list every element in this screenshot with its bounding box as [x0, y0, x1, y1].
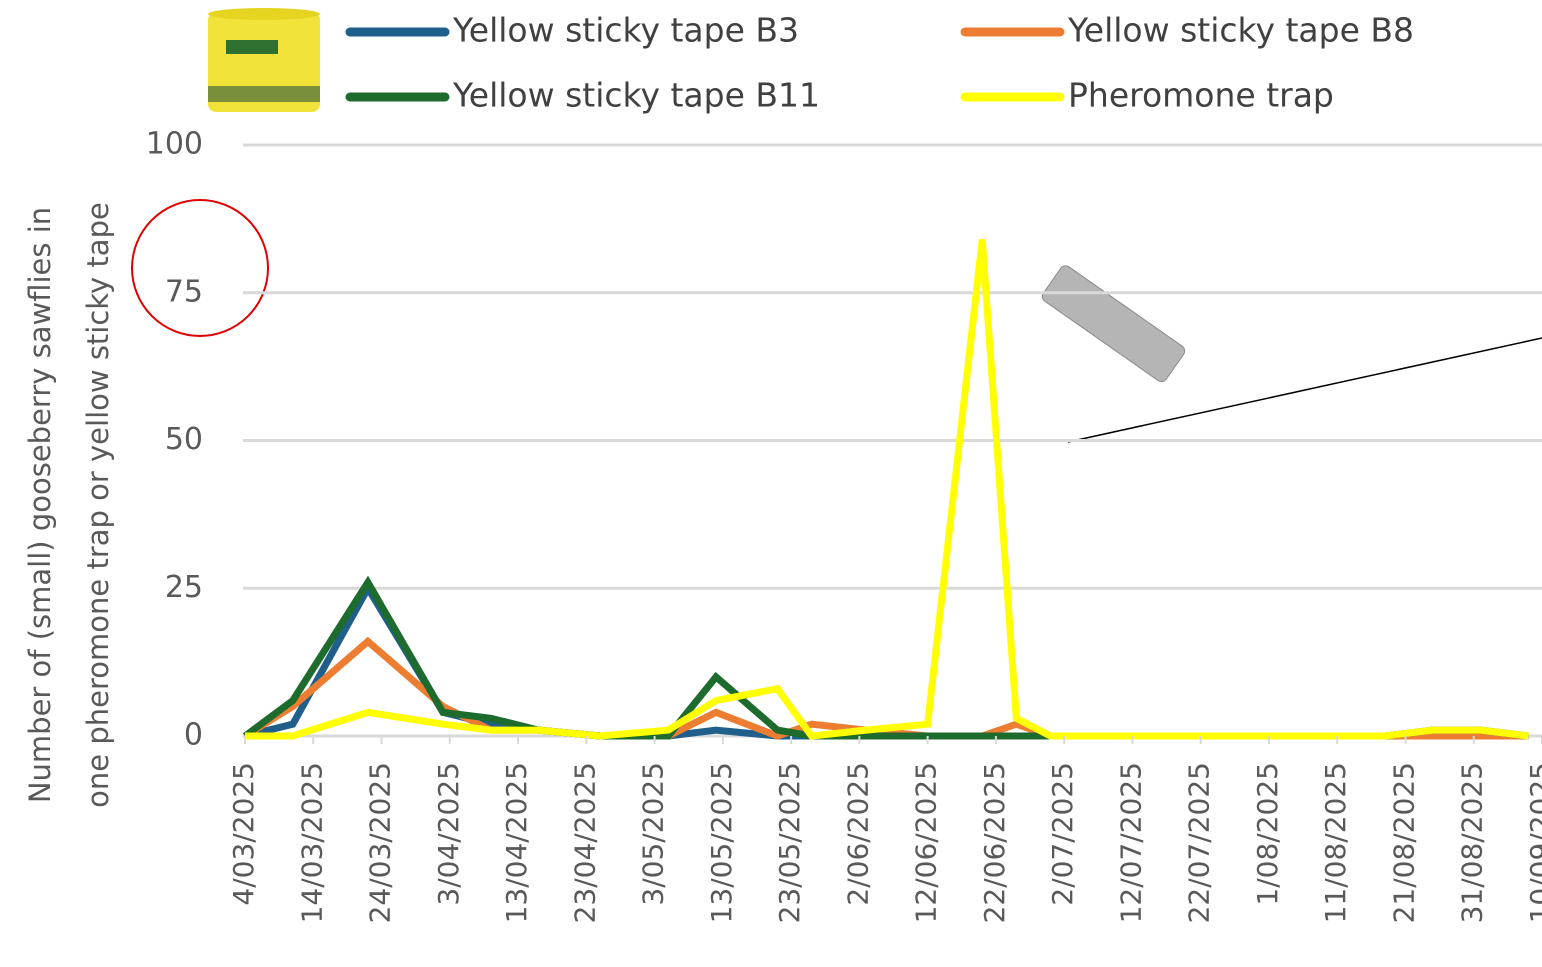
legend-label: Yellow sticky tape B8 [1067, 11, 1414, 50]
series-line [245, 239, 1529, 740]
x-tick-label: 13/05/2025 [705, 762, 738, 923]
rollertrap-photo [208, 8, 320, 112]
x-tick-label: 31/08/2025 [1456, 762, 1489, 923]
x-tick-label: 22/07/2025 [1183, 762, 1216, 923]
x-tick-label: 3/05/2025 [637, 762, 670, 906]
x-tick-label: 3/04/2025 [432, 762, 465, 906]
x-tick-label: 2/07/2025 [1046, 762, 1079, 906]
y-tick-label: 0 [184, 718, 203, 753]
x-tick-label: 10/09/2025 [1524, 762, 1542, 923]
x-tick-label: 13/04/2025 [500, 762, 533, 923]
series-line [244, 581, 1529, 740]
x-tick-label: 2/06/2025 [841, 762, 874, 906]
x-tick-label: 21/08/2025 [1387, 762, 1420, 923]
legend-label: Yellow sticky tape B3 [452, 11, 799, 50]
x-tick-label: 14/03/2025 [295, 762, 328, 923]
x-tick-label: 23/05/2025 [773, 762, 806, 923]
x-tick-label: 23/04/2025 [568, 762, 601, 923]
x-tick-label: 1/08/2025 [1251, 762, 1284, 906]
x-tick-label: 12/06/2025 [910, 762, 943, 923]
y-tick-label: 25 [165, 570, 203, 605]
x-tick-label: 12/07/2025 [1114, 762, 1147, 923]
x-tick-label: 24/03/2025 [364, 762, 397, 923]
x-tick-label: 11/08/2025 [1319, 762, 1352, 923]
pointer-line [1067, 337, 1542, 443]
y-tick-label: 50 [165, 422, 203, 457]
y-tick-label: 100 [146, 127, 203, 162]
series-line [242, 575, 1529, 740]
y-tick-label: 75 [165, 274, 203, 309]
x-tick-label: 4/03/2025 [227, 762, 260, 906]
y-axis-label-line: one pheromone trap or yellow sticky tape [81, 202, 115, 808]
x-tick-label: 22/06/2025 [978, 762, 1011, 923]
legend-label: Yellow sticky tape B11 [452, 76, 820, 115]
legend-label: Pheromone trap [1068, 76, 1334, 115]
pheromone-trap-photo [1030, 250, 1198, 400]
y-axis-label: Number of (small) gooseberry sawflies in… [23, 202, 115, 808]
y-axis-label-line: Number of (small) gooseberry sawflies in [23, 207, 57, 803]
highlight-circle [131, 199, 269, 337]
